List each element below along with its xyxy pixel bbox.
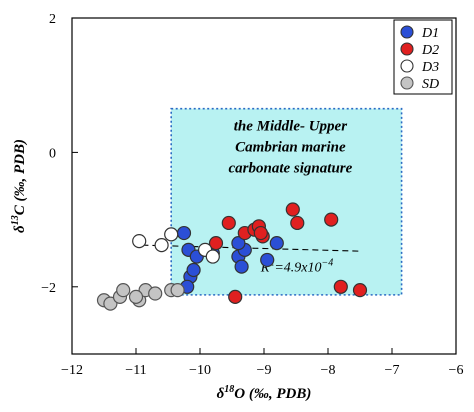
- point-d2: [352, 283, 368, 298]
- x-tick-label: −6: [449, 363, 464, 378]
- legend-marker-d1: [400, 25, 414, 39]
- point-d1: [269, 236, 284, 251]
- point-d2: [221, 215, 236, 231]
- data-points: [96, 202, 368, 311]
- point-sd: [170, 283, 185, 298]
- point-d3: [154, 238, 169, 253]
- point-d2: [324, 212, 339, 227]
- r2-value: =4.9x10: [274, 260, 321, 275]
- point-d3: [205, 249, 220, 264]
- point-d1: [234, 259, 249, 274]
- x-tick-label: −12: [61, 363, 83, 378]
- legend-label-d1: D1: [421, 26, 439, 41]
- y-tick-label: 0: [49, 146, 56, 161]
- point-d3: [132, 234, 147, 249]
- legend-marker-d2: [400, 42, 414, 56]
- legend-label-d2: D2: [421, 43, 439, 58]
- region-label-line-1: the Middle- Upper: [234, 119, 347, 135]
- point-sd: [116, 283, 131, 298]
- y-tick-label: −2: [41, 281, 56, 296]
- point-d2: [208, 236, 224, 251]
- legend: D1 D2 D3 SD: [393, 19, 453, 95]
- legend-marker-sd: [400, 76, 414, 90]
- trendline: [142, 244, 361, 252]
- point-d2: [253, 225, 268, 241]
- point-d1: [260, 252, 275, 268]
- r2-value-exponent: −4: [322, 257, 334, 268]
- region-label-line-2: Cambrian marine: [235, 140, 346, 156]
- y-axis-title: δ13C (‰, PDB): [10, 139, 28, 233]
- point-d2: [228, 289, 243, 304]
- point-d2: [285, 202, 300, 217]
- legend-marker-d3: [400, 59, 414, 73]
- x-tick-label: −11: [125, 363, 146, 378]
- point-sd: [148, 286, 163, 301]
- y-tick-label: 2: [49, 12, 56, 27]
- point-d1: [176, 225, 192, 241]
- point-d2: [290, 215, 305, 231]
- legend-label-d3: D3: [421, 60, 439, 75]
- point-sd: [103, 296, 118, 311]
- x-axis-title: δ18O (‰, PDB): [217, 384, 312, 402]
- x-tick-label: −10: [189, 363, 211, 378]
- x-tick-label: −7: [385, 363, 400, 378]
- point-d1: [186, 262, 201, 278]
- x-tick-label: −8: [321, 363, 336, 378]
- point-d1: [231, 236, 246, 251]
- axis-ticks: −12 −11 −10 −9 −8 −7 −6 −2 0 2: [41, 12, 463, 378]
- point-d2: [333, 279, 348, 294]
- point-d3: [164, 227, 179, 242]
- x-tick-label: −9: [257, 363, 272, 378]
- legend-label-sd: SD: [422, 77, 439, 92]
- region-label-line-3: carbonate signature: [229, 161, 353, 177]
- point-sd: [128, 289, 144, 304]
- r2-r: R: [260, 260, 270, 275]
- marine-signature-region: [170, 107, 403, 296]
